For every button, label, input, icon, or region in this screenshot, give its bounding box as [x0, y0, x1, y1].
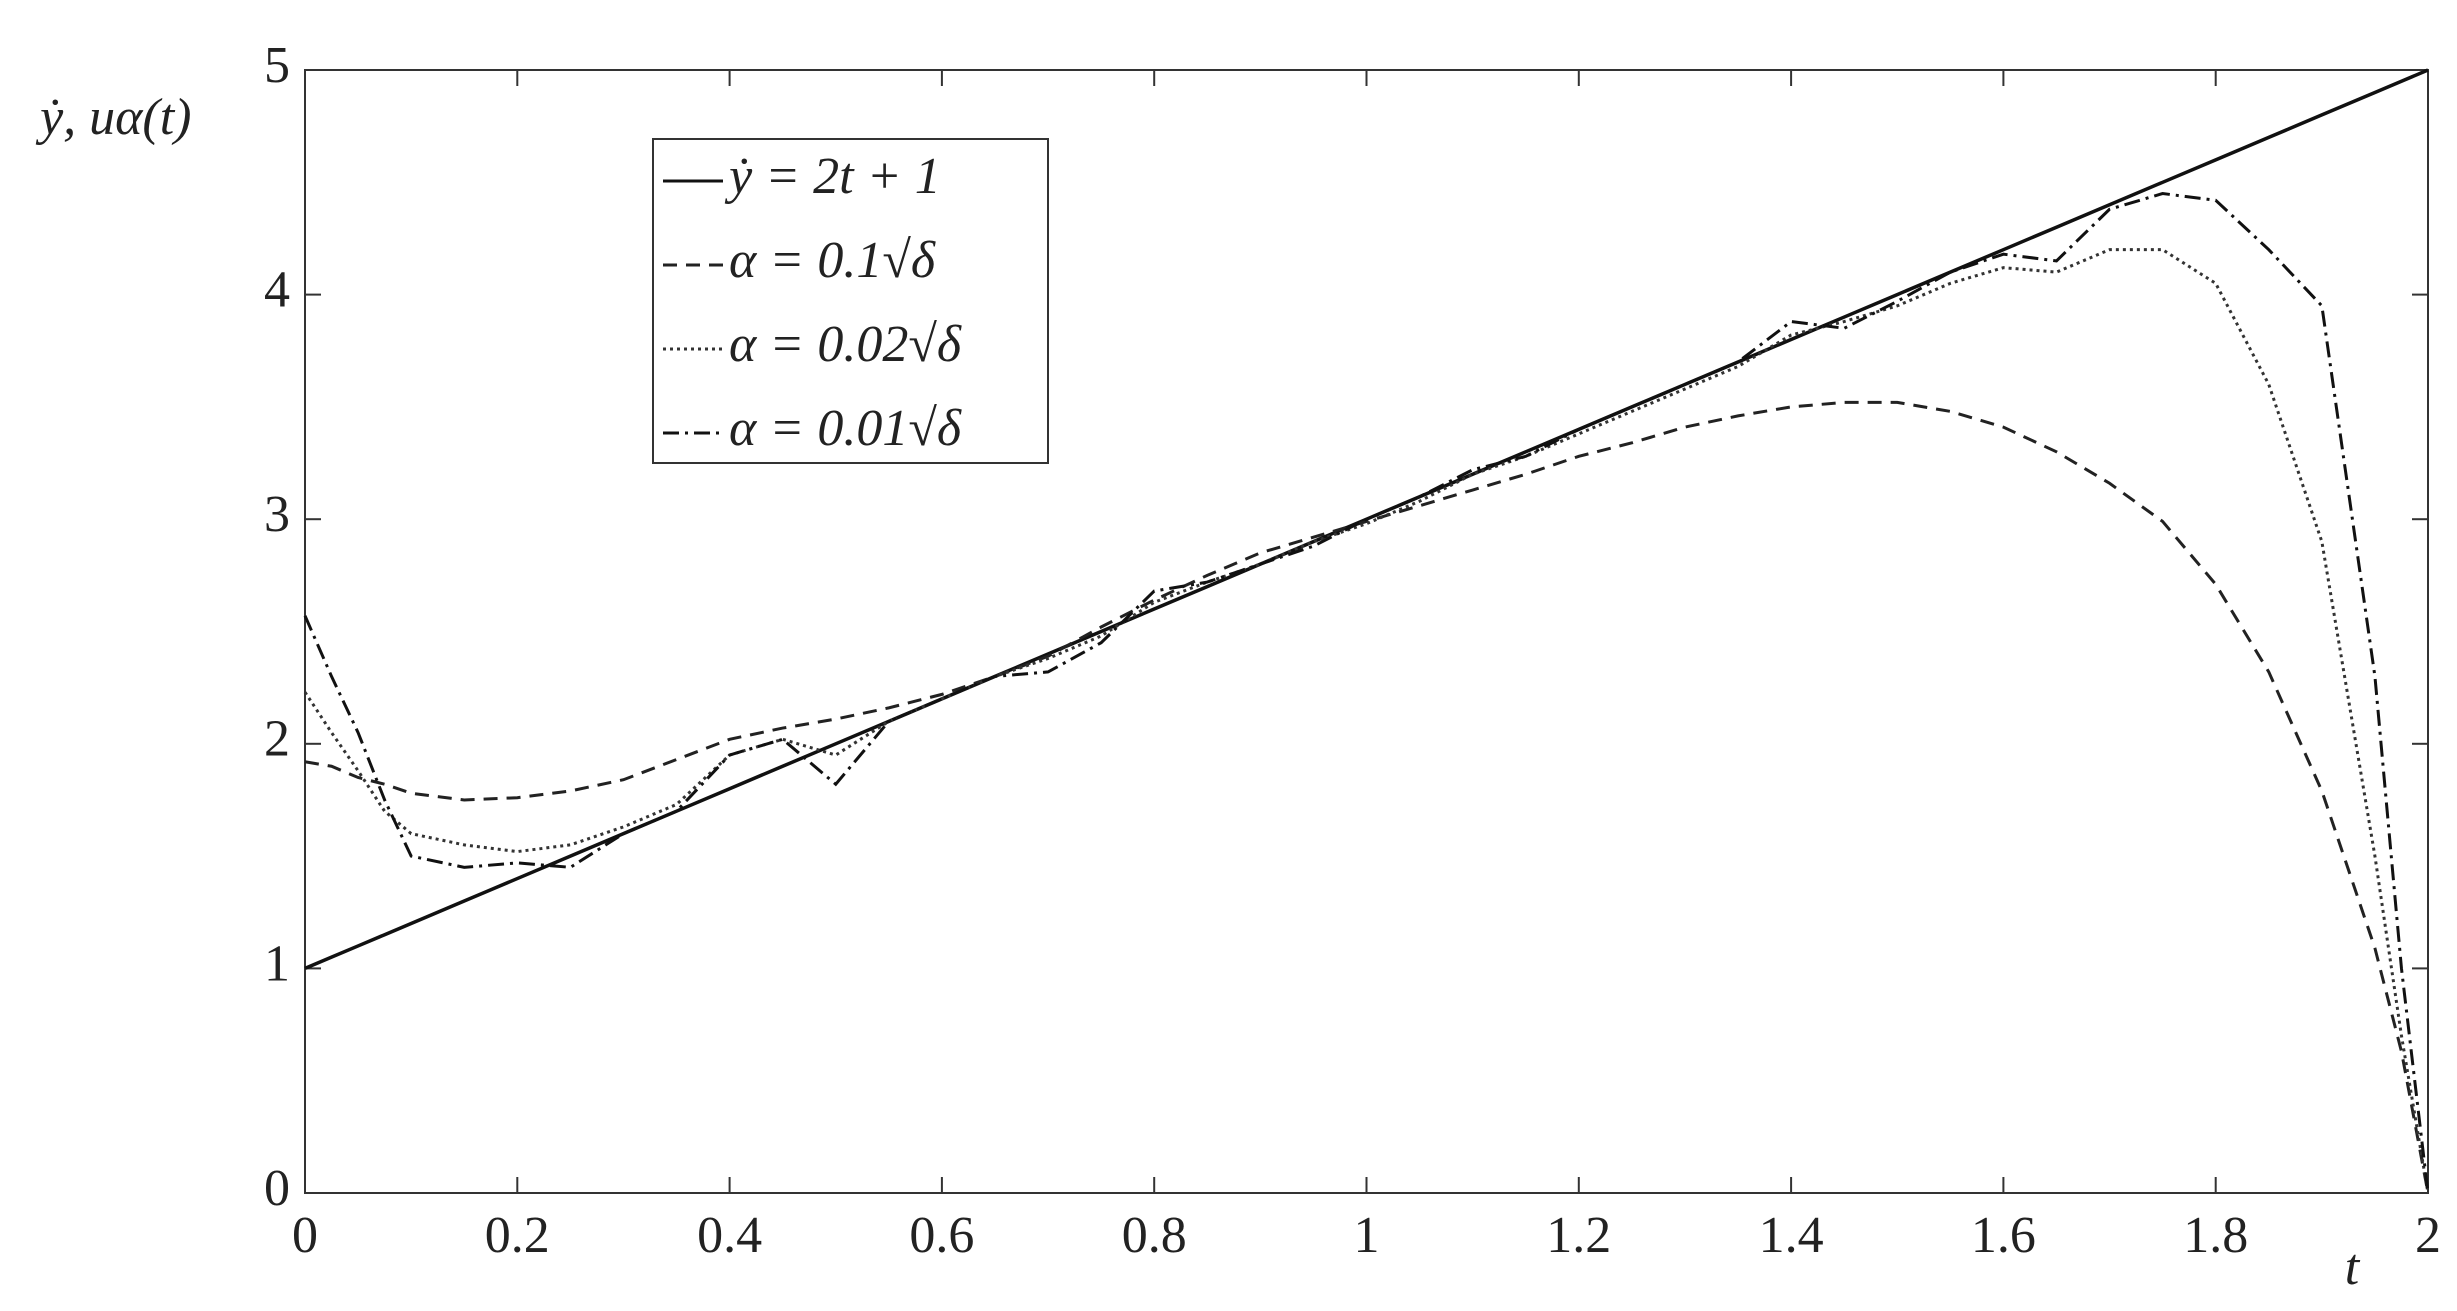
y-axis-label: ẏ, uα(t) [35, 89, 191, 146]
x-tick-label: 2 [2415, 1207, 2441, 1264]
x-tick-label: 0.2 [485, 1207, 550, 1264]
x-tick-label: 0.6 [909, 1207, 974, 1264]
plot-frame [304, 69, 2429, 1194]
x-tick-label: 1.6 [1971, 1207, 2036, 1264]
y-tick-label: 1 [264, 935, 290, 992]
x-tick-label: 1.2 [1546, 1207, 1611, 1264]
legend-box [652, 138, 1049, 464]
x-tick-label: 0.4 [697, 1207, 762, 1264]
y-tick-label: 5 [264, 37, 290, 94]
legend-label: ẏ = 2t + 1 [724, 148, 941, 205]
y-tick-label: 3 [264, 486, 290, 543]
legend-label: α = 0.02√δ [729, 316, 962, 373]
line-series [304, 400, 2430, 1194]
line-series [303, 192, 2430, 1194]
x-axis-label: t [2345, 1239, 2361, 1296]
x-tick-label: 1 [1354, 1207, 1380, 1264]
x-tick-label: 1.4 [1759, 1207, 1824, 1264]
y-tick-label: 4 [264, 262, 290, 319]
line-series [303, 248, 2430, 1194]
y-tick-label: 0 [264, 1160, 290, 1217]
legend: ẏ = 2t + 1 α = 0.1√δ α = 0.02√δ α = 0.01√δ [652, 138, 1049, 464]
legend-label: α = 0.1√δ [729, 232, 936, 289]
x-tick-label: 0 [292, 1207, 318, 1264]
y-tick-label: 2 [264, 711, 290, 768]
x-tick-label: 0.8 [1122, 1207, 1187, 1264]
x-tick-label: 1.8 [2183, 1207, 2248, 1264]
legend-label: α = 0.01√δ [729, 400, 962, 457]
